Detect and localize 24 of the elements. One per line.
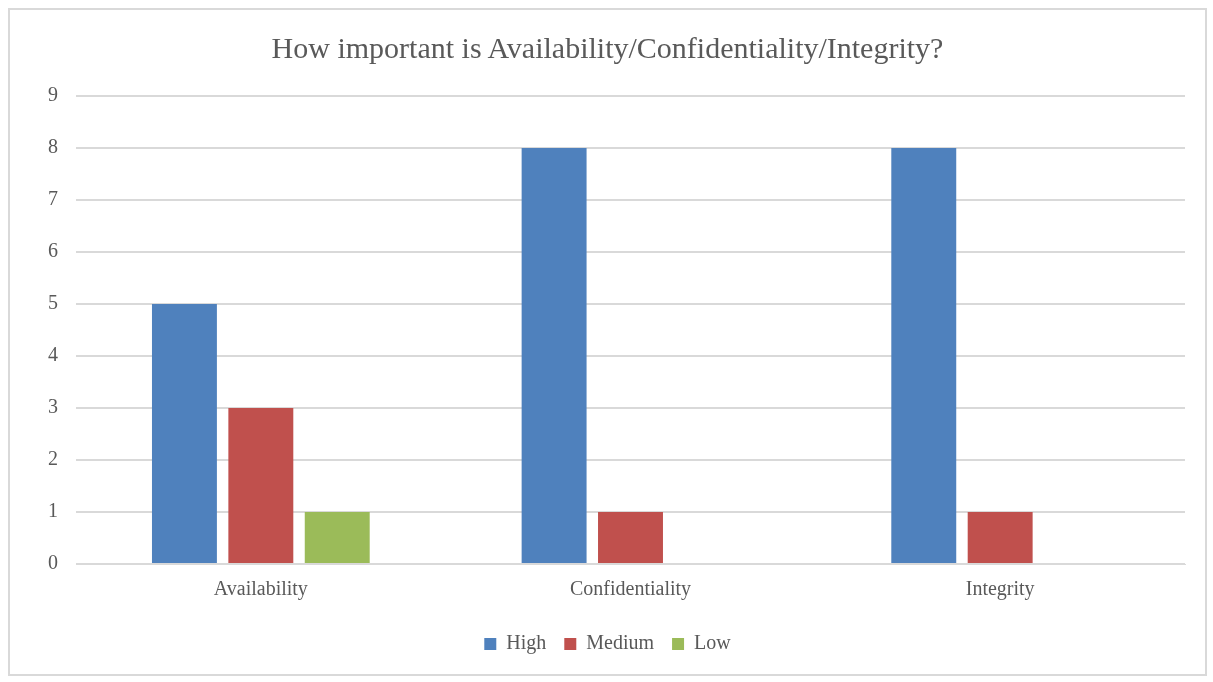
bar — [151, 304, 217, 563]
y-tick-label: 9 — [48, 83, 58, 106]
bar — [967, 512, 1033, 563]
bar — [304, 512, 370, 563]
chart-title: How important is Availability/Confidentiality/Integrity? — [271, 30, 944, 64]
y-tick-label: 3 — [48, 395, 58, 418]
y-tick-label: 5 — [48, 291, 58, 314]
y-tick-label: 4 — [48, 343, 58, 366]
x-tick-label: Integrity — [965, 577, 1035, 601]
y-tick-label: 1 — [48, 499, 58, 522]
legend-label: Medium — [586, 631, 655, 654]
y-tick-label: 0 — [48, 551, 58, 574]
legend-label: Low — [694, 631, 732, 654]
bar — [228, 408, 294, 563]
bar — [521, 148, 587, 563]
legend-label: High — [506, 631, 547, 655]
y-tick-label: 7 — [48, 187, 58, 210]
y-tick-label: 6 — [48, 239, 58, 262]
bar — [598, 512, 663, 563]
y-tick-label: 8 — [48, 135, 58, 158]
x-tick-label: Confidentiality — [569, 577, 692, 601]
x-tick-label: Availability — [213, 577, 308, 601]
y-tick-label: 2 — [48, 447, 58, 470]
bar — [891, 148, 957, 563]
